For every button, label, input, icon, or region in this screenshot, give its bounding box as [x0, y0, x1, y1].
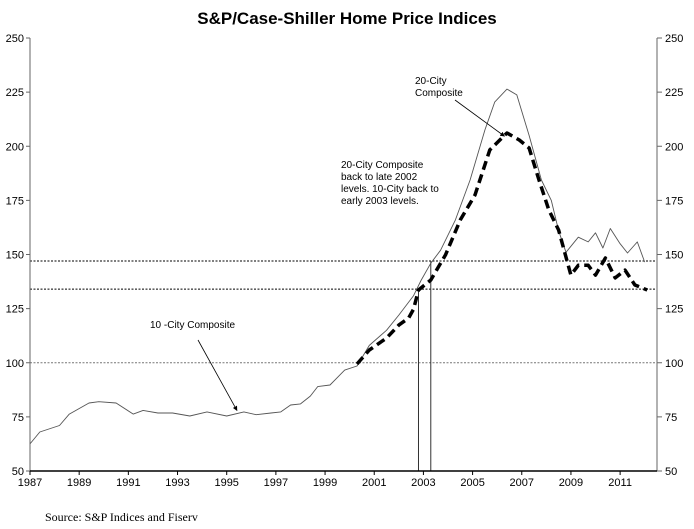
arrow-20-city: [454, 99, 505, 137]
x-tick-label: 1995: [214, 477, 238, 489]
annotation-10-city: 10 -City Composite: [150, 320, 235, 331]
arrow-10-city: [197, 339, 238, 411]
y-tick-label-right: 200: [665, 141, 683, 153]
x-tick-label: 2007: [510, 477, 534, 489]
annotation-20-city-line1: 20-City: [415, 76, 447, 87]
annotations: 20-City Composite 20-City Composite back…: [150, 76, 505, 411]
annotation-20-city-line2: Composite: [415, 88, 463, 99]
y-tick-label-right: 75: [665, 412, 677, 424]
series-line-10-city: [29, 88, 646, 445]
x-tick-label: 2009: [559, 477, 583, 489]
x-tick-label: 1989: [67, 477, 91, 489]
y-tick-label-left: 225: [6, 87, 24, 99]
series-group: [29, 88, 648, 445]
y-tick-label-right: 125: [665, 304, 683, 316]
x-tick-label: 2003: [411, 477, 435, 489]
y-tick-label-left: 250: [6, 33, 24, 45]
series-line-20-city: [355, 131, 648, 366]
annotation-note-line2: back to late 2002: [341, 172, 418, 183]
y-tick-label-left: 75: [12, 412, 24, 424]
chart-title: S&P/Case-Shiller Home Price Indices: [197, 9, 497, 28]
x-tick-label: 2001: [362, 477, 386, 489]
x-tick-label: 1991: [116, 477, 140, 489]
x-tick-label: 2005: [460, 477, 484, 489]
x-tick-label: 1997: [264, 477, 288, 489]
y-tick-label-right: 100: [665, 358, 683, 370]
y-tick-label-left: 150: [6, 250, 24, 262]
y-tick-label-right: 175: [665, 195, 683, 207]
y-tick-label-left: 175: [6, 195, 24, 207]
axes: 50 75 100 125 150 175 200 225 250 50 75 100 125 150 17…: [6, 33, 684, 489]
y-tick-label-left: 125: [6, 304, 24, 316]
x-tick-label: 1999: [313, 477, 337, 489]
reference-lines: [30, 260, 657, 471]
x-tick-label: 1987: [18, 477, 42, 489]
x-tick-label: 1993: [165, 477, 189, 489]
y-tick-label-right: 250: [665, 33, 683, 45]
annotation-note-line1: 20-City Composite: [341, 160, 424, 171]
annotation-note-line4: early 2003 levels.: [341, 196, 419, 207]
y-tick-label-left: 50: [12, 466, 24, 478]
y-tick-label-right: 225: [665, 87, 683, 99]
x-tick-label: 2011: [608, 477, 632, 489]
annotation-note-line3: levels. 10-City back to: [341, 184, 439, 195]
y-tick-label-right: 150: [665, 250, 683, 262]
source-note: Source: S&P Indices and Fiserv: [45, 510, 198, 524]
y-tick-label-right: 50: [665, 466, 677, 478]
y-tick-label-left: 200: [6, 141, 24, 153]
y-tick-label-left: 100: [6, 358, 24, 370]
